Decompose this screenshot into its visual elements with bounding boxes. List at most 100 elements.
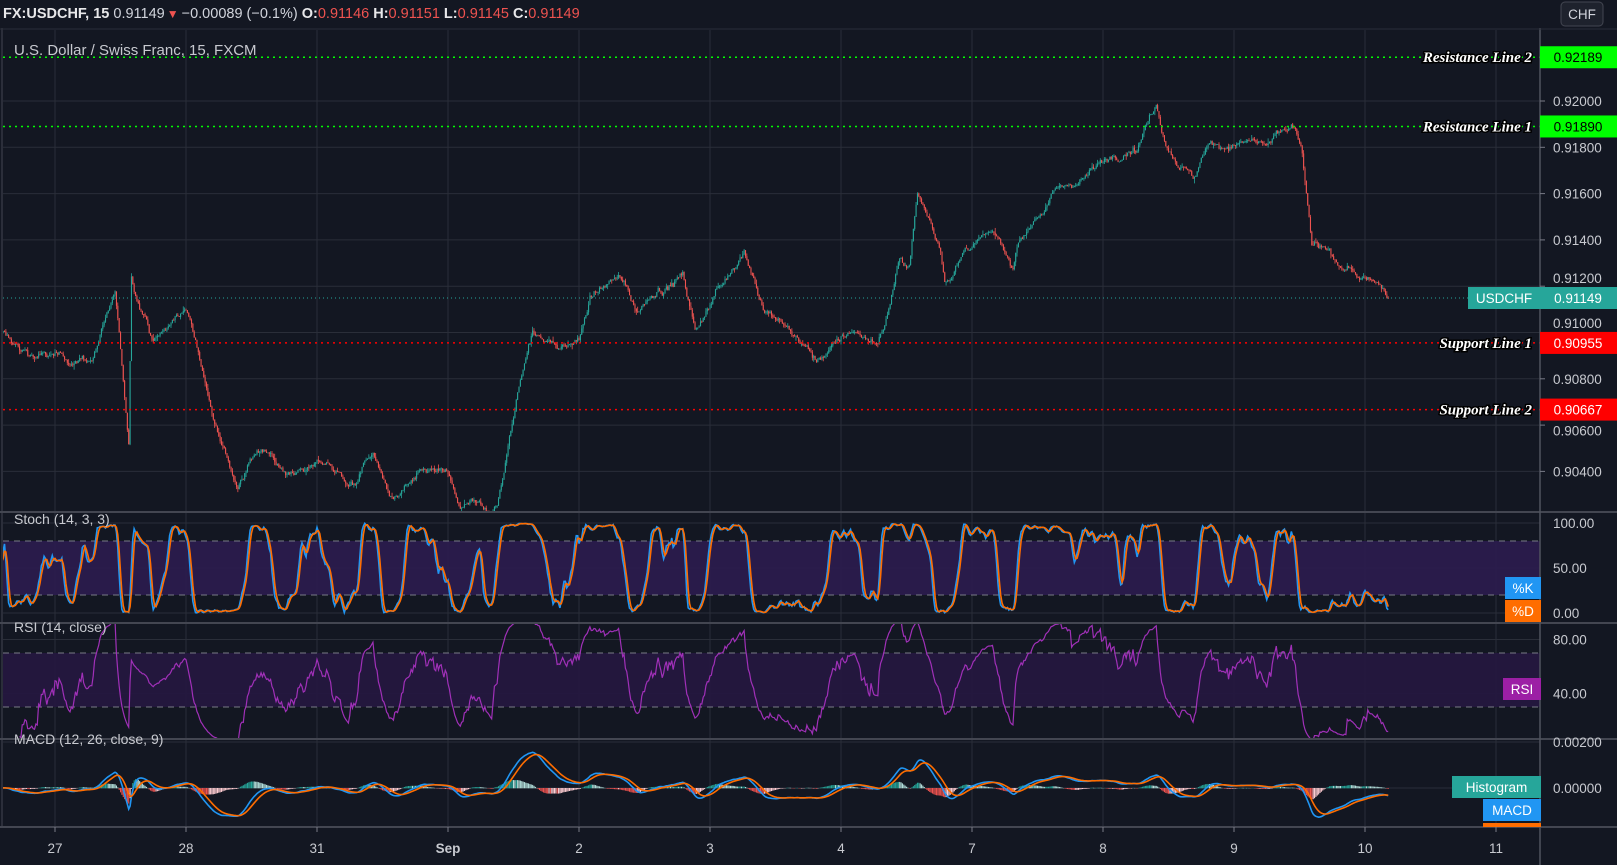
candle-body (931, 223, 934, 229)
candle (951, 276, 953, 281)
histogram-bar (672, 787, 674, 789)
time-axis-label: 2 (575, 841, 583, 856)
candle (1002, 243, 1004, 251)
candle-body (578, 338, 580, 341)
candle (522, 369, 524, 377)
stoch-title[interactable]: Stoch (14, 3, 3) (14, 511, 110, 527)
candle-body (476, 502, 478, 503)
candle-body (1247, 140, 1249, 142)
candle-body (1309, 216, 1312, 232)
candle-body (454, 488, 456, 494)
candle (601, 287, 603, 290)
candle (881, 329, 883, 334)
candle (1348, 265, 1350, 269)
candle (775, 316, 777, 323)
candle (1326, 247, 1328, 251)
histogram-bar (281, 788, 283, 790)
candle-body (1210, 141, 1212, 144)
candle-body (1323, 246, 1325, 248)
histogram-bar (156, 788, 158, 792)
candle-body (699, 321, 702, 327)
histogram-bar (302, 787, 304, 789)
candle-body (940, 247, 942, 252)
candle-body (1372, 280, 1374, 282)
histogram-bar (1262, 788, 1264, 789)
candle-body (1103, 159, 1105, 163)
histogram-bar (1039, 786, 1041, 789)
candle-body (223, 445, 225, 449)
histogram-bar (929, 788, 931, 792)
histogram-bar (937, 788, 939, 796)
macd-axis-label: 0.00200 (1553, 735, 1602, 750)
candle (583, 317, 586, 326)
histogram-bar (1016, 788, 1018, 789)
candle (871, 337, 873, 345)
histogram-bar (930, 788, 932, 793)
candle-body (364, 460, 366, 463)
candle (315, 461, 317, 468)
candle-body (1004, 250, 1006, 252)
currency-badge[interactable]: CHF (1560, 1, 1604, 27)
candle (1092, 164, 1095, 170)
candle-body (1091, 166, 1093, 169)
histogram-bar (571, 788, 573, 791)
candle-body (1207, 144, 1209, 148)
candle (394, 496, 396, 501)
histogram-bar (967, 784, 969, 789)
candle (1133, 145, 1135, 154)
candle (738, 260, 740, 266)
candle-body (397, 496, 399, 498)
candle-body (193, 331, 195, 338)
histogram-bar (832, 784, 834, 789)
candle-body (738, 261, 740, 265)
symbol-name[interactable]: FX:USDCHF, 15 (3, 6, 110, 22)
candle (497, 497, 500, 506)
candle (1307, 192, 1309, 206)
candle-body (88, 360, 90, 362)
histogram-bar (724, 784, 726, 789)
candle (710, 301, 712, 308)
candle-body (930, 220, 932, 224)
candle-body (1035, 218, 1037, 220)
candle-body (630, 295, 632, 301)
candle-body (863, 337, 865, 338)
candle (622, 276, 624, 283)
candle-body (1125, 154, 1127, 156)
candle-body (1083, 177, 1085, 179)
histogram-bar (773, 788, 775, 791)
candle-body (34, 356, 36, 358)
candle (562, 344, 564, 350)
histogram-bar (1333, 785, 1335, 789)
candle (510, 430, 512, 437)
macd-title[interactable]: MACD (12, 26, close, 9) (14, 731, 163, 747)
candle-body (1283, 129, 1286, 131)
candle-body (413, 478, 415, 482)
candle (1082, 177, 1084, 180)
candle (754, 276, 756, 285)
candle (342, 474, 344, 480)
histogram-bar (633, 788, 635, 793)
candle (391, 492, 393, 499)
candle (235, 481, 238, 490)
candle (809, 347, 811, 352)
candle (271, 450, 273, 458)
candle (1331, 254, 1333, 257)
histogram-bar (775, 788, 777, 790)
histogram-bar (297, 787, 299, 789)
rsi-title[interactable]: RSI (14, close) (14, 619, 107, 635)
signal-line (3, 753, 1389, 817)
candle (91, 360, 93, 362)
pane-separators[interactable] (0, 28, 1617, 865)
candle-body (830, 345, 833, 348)
candle (1303, 150, 1305, 171)
histogram-bar (130, 788, 133, 789)
candle (964, 247, 966, 253)
candle-body (1181, 166, 1183, 168)
candle (575, 339, 577, 345)
candle (515, 398, 517, 413)
candle (218, 427, 220, 437)
candle-body (451, 480, 453, 485)
histogram-bar (219, 788, 221, 793)
